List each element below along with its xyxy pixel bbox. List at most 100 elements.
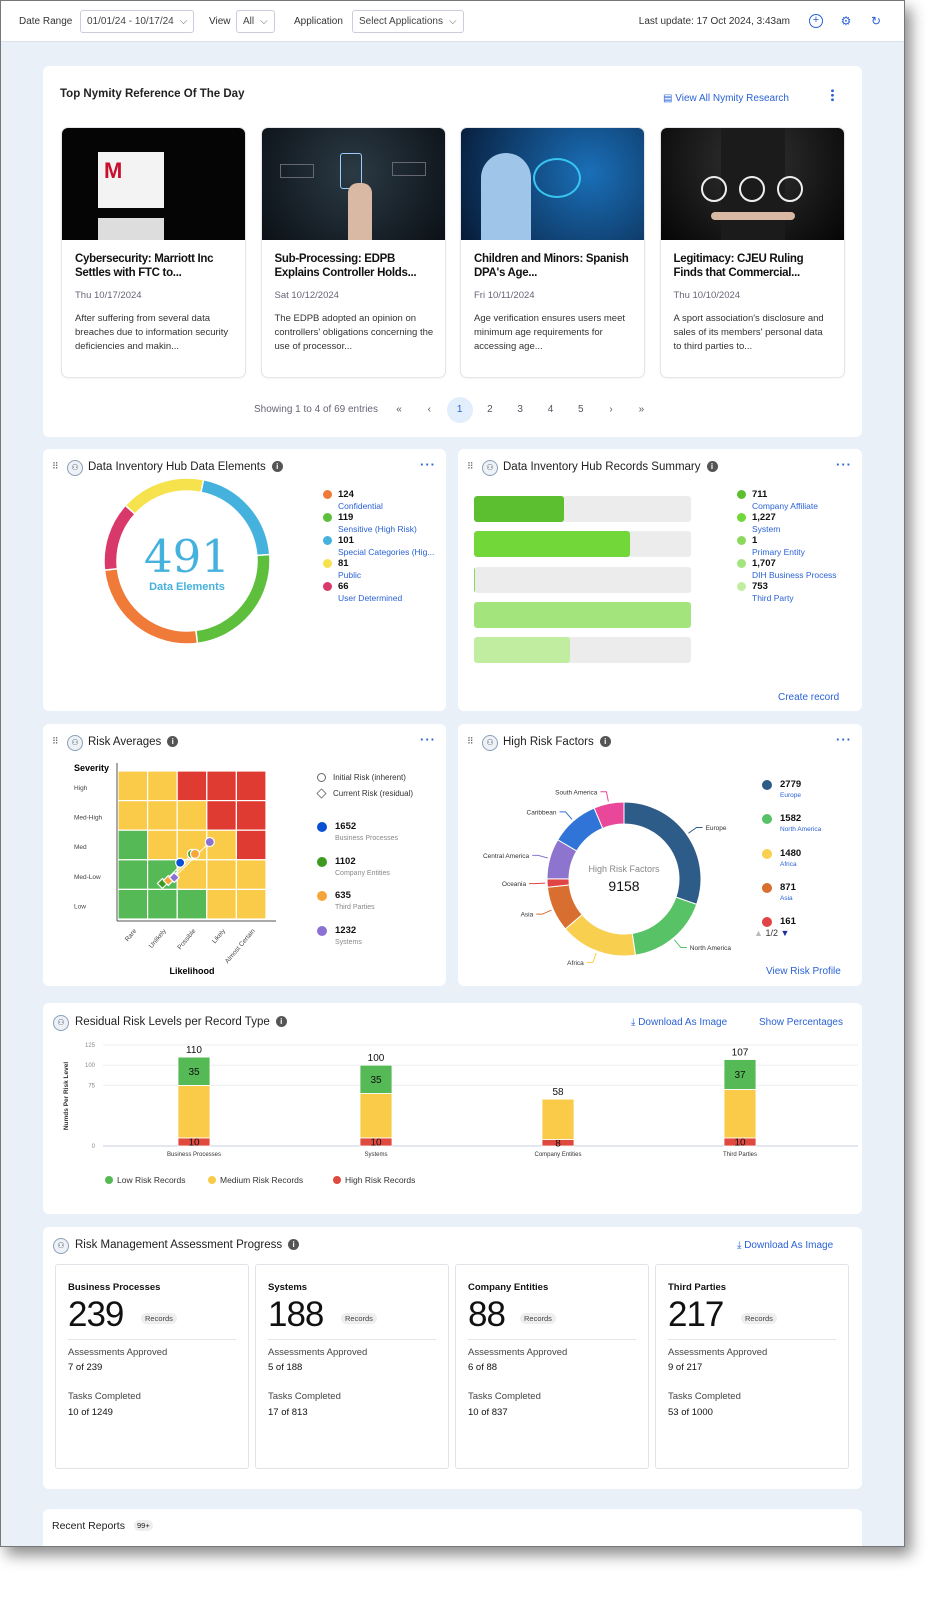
bar-segment[interactable] — [359, 1093, 393, 1139]
residual-risk-marker[interactable] — [168, 871, 181, 884]
create-record-link[interactable]: Create record — [778, 692, 840, 703]
card-title: Third Parties — [668, 1282, 727, 1293]
bar-total-label: 107 — [732, 1048, 749, 1059]
drag-handle-icon[interactable]: ⠿ — [467, 461, 474, 471]
drag-handle-icon[interactable]: ⠿ — [52, 736, 59, 746]
application-select[interactable]: Select Applications ⌵ — [352, 10, 464, 33]
nymity-card[interactable]: Legitimacy: CJEU Ruling Finds that Comme… — [659, 127, 845, 378]
refresh-icon[interactable]: ↻ — [870, 14, 882, 28]
bar-segment[interactable] — [359, 1064, 393, 1094]
date-range-label: Date Range — [19, 16, 73, 27]
matrix-cell — [176, 799, 208, 831]
legend-value: 1102 — [335, 855, 356, 867]
drag-handle-icon[interactable]: ⠿ — [467, 736, 474, 746]
record-bar[interactable] — [474, 601, 691, 628]
donut-slice[interactable] — [593, 801, 625, 829]
record-bar[interactable] — [474, 496, 691, 522]
plus-circle-icon[interactable]: + — [809, 14, 823, 28]
initial-risk-marker[interactable] — [204, 836, 215, 848]
nymity-card[interactable]: Children and Minors: Spanish DPA's Age..… — [460, 127, 645, 378]
more-options-icon[interactable]: ··· — [836, 732, 852, 747]
pagination-page[interactable]: 1 — [446, 397, 473, 423]
segment-value-label: 37 — [734, 1070, 746, 1081]
record-bar[interactable] — [474, 531, 691, 558]
more-options-icon[interactable]: ··· — [420, 457, 436, 472]
info-icon[interactable]: i — [599, 736, 611, 747]
pagination-page[interactable]: 2 — [487, 404, 493, 415]
legend-label[interactable]: High Risk Records — [345, 1175, 415, 1185]
leader-line — [586, 952, 597, 963]
download-image-link[interactable]: ⤓ Download As Image — [737, 1240, 833, 1251]
application-label: Application — [294, 16, 343, 27]
tasks-label: Tasks Completed — [268, 1391, 341, 1402]
record-bar[interactable] — [474, 566, 691, 593]
sign-shape — [98, 218, 164, 240]
legend-label[interactable]: Medium Risk Records — [220, 1175, 303, 1185]
donut-slice[interactable] — [124, 477, 205, 516]
view-risk-profile-link[interactable]: View Risk Profile — [766, 966, 841, 977]
legend-label: Primary Entity — [752, 547, 805, 557]
card-image: M — [62, 128, 245, 240]
more-options-icon[interactable]: ••• — [826, 89, 837, 103]
legend-dot — [105, 1176, 113, 1184]
legend-next-icon[interactable]: ▼ — [780, 928, 790, 938]
pagination-page[interactable]: 3 — [517, 404, 523, 415]
donut-slice[interactable] — [631, 896, 698, 956]
more-options-icon[interactable]: ··· — [420, 732, 436, 747]
title-text: Risk Averages — [88, 736, 162, 748]
info-icon[interactable]: i — [288, 1239, 300, 1250]
y-tick-label: 125 — [85, 1043, 96, 1049]
segment-value-label: 10 — [370, 1137, 382, 1148]
legend-prev-icon[interactable]: ▲ — [754, 928, 763, 938]
likelihood-tick: Likely — [211, 927, 228, 945]
view-all-nymity-link[interactable]: ▤ View All Nymity Research — [663, 93, 789, 104]
initial-risk-marker[interactable] — [189, 848, 201, 859]
pagination-next[interactable]: › — [609, 404, 613, 415]
initial-risk-marker[interactable] — [175, 857, 186, 868]
nymity-card[interactable]: Sub-Processing: EDPB Explains Controller… — [260, 127, 446, 378]
bar-segment[interactable] — [541, 1098, 575, 1140]
bar-segment[interactable] — [177, 1056, 211, 1086]
approved-label: Assessments Approved — [668, 1347, 768, 1358]
more-options-icon[interactable]: ··· — [836, 457, 852, 472]
view-select[interactable]: All ⌵ — [236, 10, 275, 33]
info-icon[interactable]: i — [167, 736, 179, 747]
donut-slice[interactable] — [103, 504, 137, 571]
legend-page-text: 1/2 — [765, 928, 778, 938]
matrix-cell — [235, 859, 267, 891]
card-title[interactable]: Cybersecurity: Marriott Inc Settles with… — [75, 253, 214, 279]
nymity-card[interactable]: M Cybersecurity: Marriott Inc Settles wit… — [61, 127, 246, 378]
record-bar[interactable] — [474, 637, 691, 664]
legend-label: Company Affiliate — [752, 501, 818, 511]
approved-label: Assessments Approved — [68, 1347, 168, 1358]
show-percentages-link[interactable]: Show Percentages — [759, 1017, 843, 1028]
bar-segment[interactable] — [723, 1089, 757, 1139]
info-icon[interactable]: i — [275, 1016, 287, 1027]
pagination-prev[interactable]: ‹ — [427, 404, 431, 415]
info-icon[interactable]: i — [271, 461, 283, 472]
download-image-link[interactable]: ⤓ Download As Image — [631, 1017, 727, 1028]
gear-icon[interactable]: ⚙ — [840, 14, 852, 28]
pagination-page[interactable]: 4 — [547, 404, 554, 415]
bar-segment[interactable] — [177, 1085, 211, 1139]
records-badge: Records — [341, 1313, 377, 1324]
risk-averages-panel: ⠿ ⚇ Risk Averages i ··· Severity Likelihoo… — [43, 724, 446, 986]
residual-risk-panel: ⚇ Residual Risk Levels per Record Type i … — [43, 1003, 862, 1214]
legend-label[interactable]: Low Risk Records — [117, 1175, 186, 1185]
bar-segment[interactable] — [723, 1059, 757, 1090]
assessment-progress-panel: ⚇ Risk Management Assessment Progress i ⤓… — [43, 1227, 862, 1489]
card-title[interactable]: Children and Minors: Spanish DPA's Age..… — [474, 253, 629, 279]
info-icon[interactable]: i — [706, 461, 718, 472]
pagination-first[interactable]: « — [396, 404, 402, 415]
marker-legend-label: Initial Risk (inherent) — [333, 773, 406, 782]
high-risk-factors-panel: ⠿ ⚇ High Risk Factors i ··· Europe North A… — [458, 724, 862, 986]
matrix-cell — [235, 888, 267, 920]
card-title[interactable]: Legitimacy: CJEU Ruling Finds that Comme… — [673, 253, 804, 279]
card-title[interactable]: Sub-Processing: EDPB Explains Controller… — [274, 253, 417, 279]
donut-slice[interactable] — [564, 913, 637, 957]
pagination-page[interactable]: 5 — [578, 404, 584, 415]
pagination-last[interactable]: » — [638, 404, 645, 415]
date-range-select[interactable]: 01/01/24 - 10/17/24 ⌵ — [80, 10, 195, 33]
drag-handle-icon[interactable]: ⠿ — [52, 461, 59, 471]
severity-tick: High — [74, 785, 88, 792]
